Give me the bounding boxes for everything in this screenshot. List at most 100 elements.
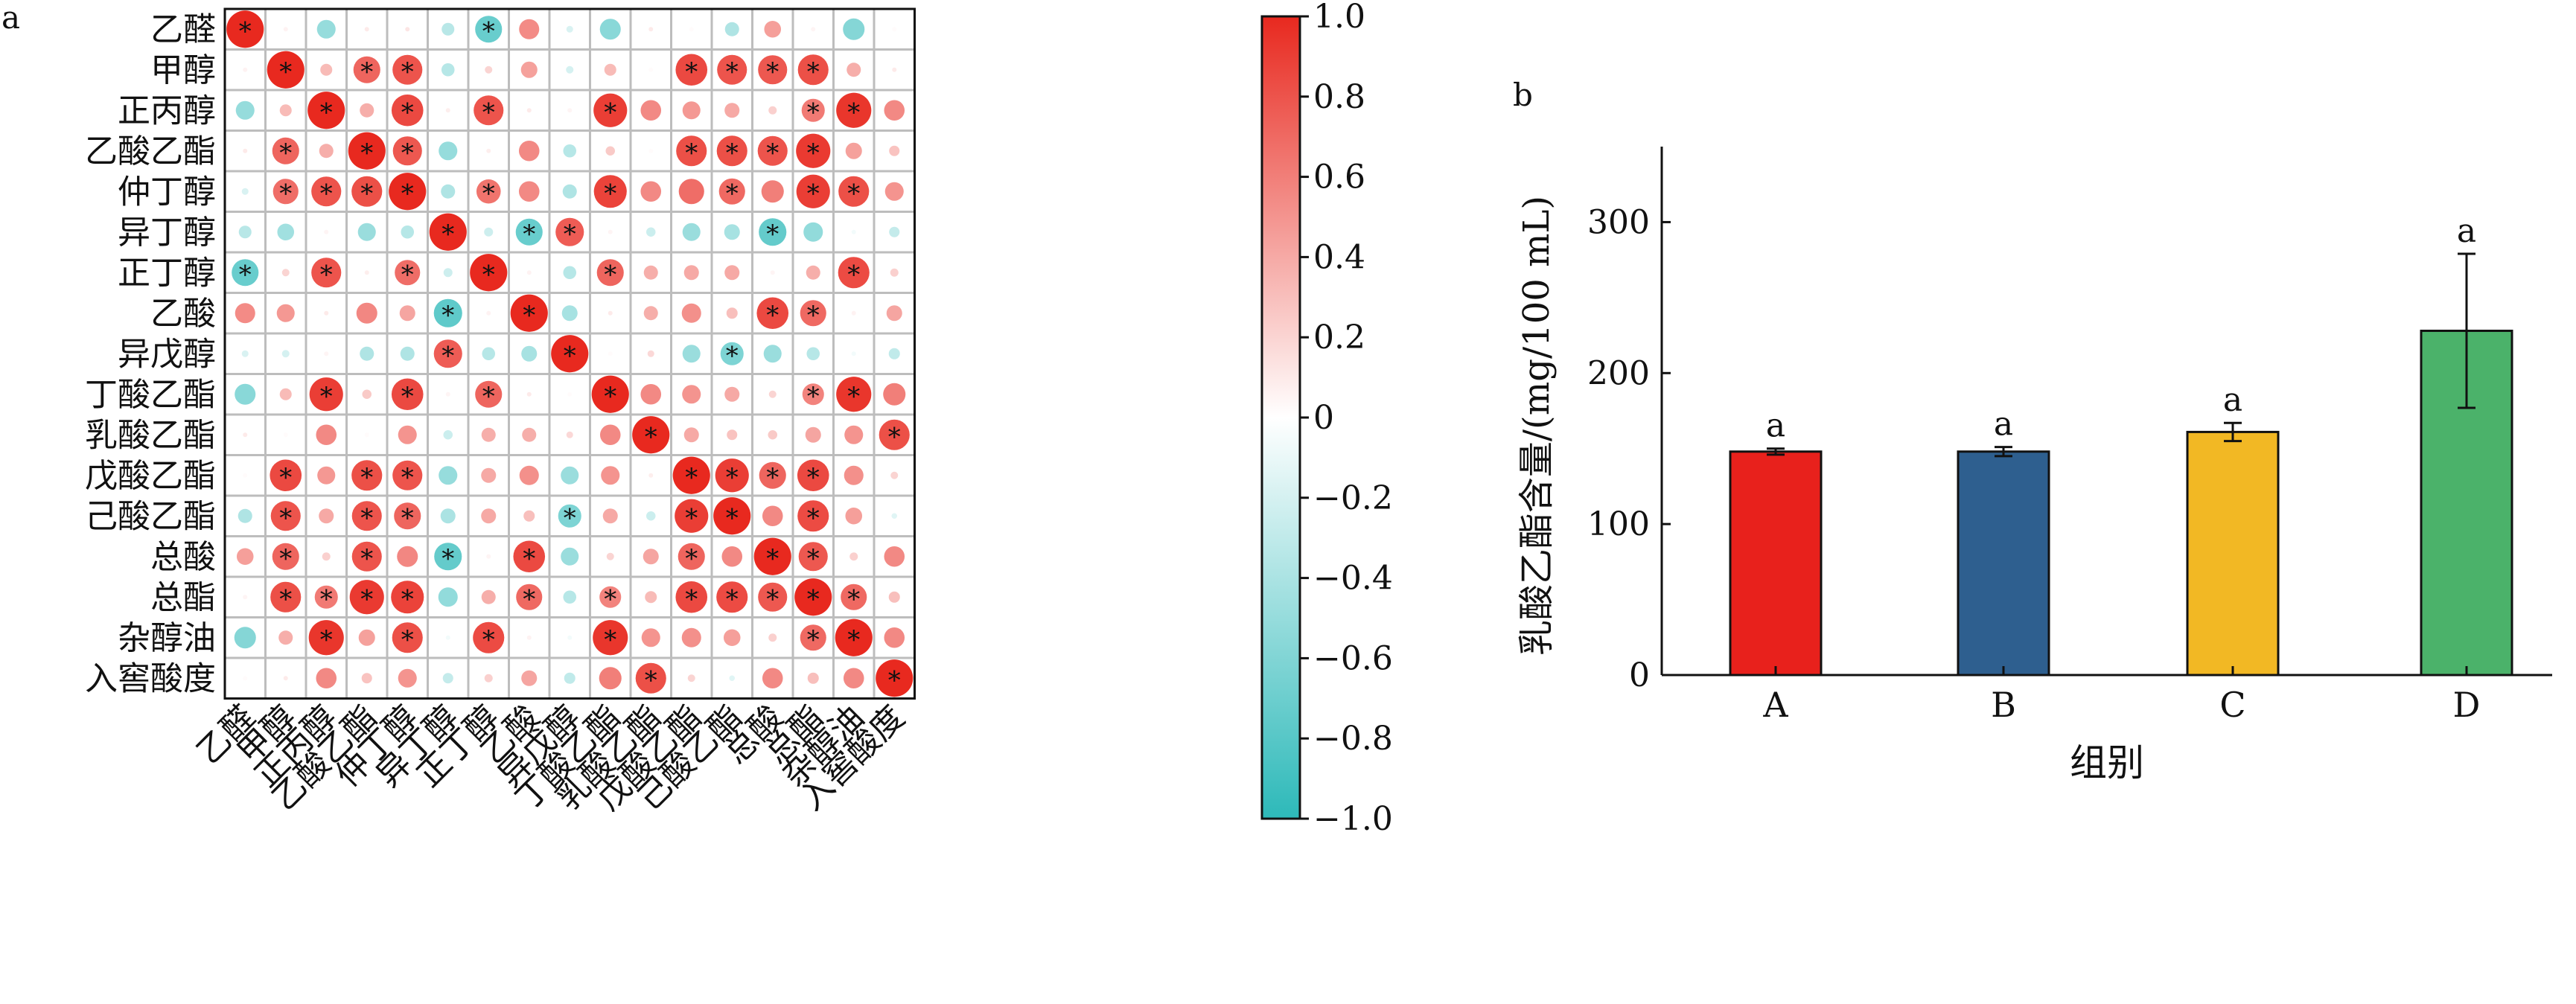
- correlation-circle: [283, 676, 288, 681]
- correlation-circle: [843, 18, 865, 40]
- correlation-circle: [563, 590, 577, 604]
- correlation-circle: [399, 305, 415, 322]
- y-tick-label: 0: [1629, 656, 1650, 694]
- correlation-circle: [475, 16, 503, 43]
- correlation-circle: [803, 222, 823, 242]
- correlation-circle: [485, 65, 493, 74]
- correlation-circle: [593, 93, 628, 127]
- correlation-circle: [716, 581, 748, 613]
- significance-star: *: [401, 584, 414, 614]
- correlation-circle: [351, 460, 383, 491]
- colorbar-tick-label: 0.4: [1313, 238, 1365, 276]
- significance-star: *: [239, 260, 252, 290]
- correlation-circle: [551, 335, 589, 373]
- correlation-circle: [724, 103, 740, 118]
- correlation-circle: [886, 305, 902, 322]
- correlation-circle: [320, 63, 333, 76]
- correlation-circle: [770, 270, 775, 275]
- correlation-circle: [523, 510, 535, 522]
- correlation-circle: [555, 217, 584, 246]
- correlation-circle: [794, 578, 832, 616]
- row-label: 正丙醇: [118, 92, 216, 130]
- correlation-circle: [317, 466, 336, 485]
- correlation-circle: [682, 385, 701, 404]
- significance-star: *: [847, 97, 860, 127]
- significance-star: *: [807, 382, 820, 412]
- correlation-circle: [357, 223, 376, 241]
- significance-star: *: [888, 665, 901, 695]
- correlation-circle: [356, 302, 377, 324]
- heatmap-cell: [345, 373, 389, 416]
- correlation-circle: [324, 229, 329, 234]
- correlation-circle: [841, 583, 867, 610]
- correlation-circle: [599, 424, 621, 446]
- correlation-circle: [360, 103, 374, 118]
- correlation-circle: [883, 383, 906, 406]
- correlation-circle: [510, 294, 548, 332]
- correlation-circle: [391, 94, 424, 127]
- correlation-circle: [272, 137, 299, 164]
- correlation-circle: [798, 542, 828, 572]
- heatmap-frame: [223, 7, 916, 700]
- correlation-circle: [797, 500, 829, 532]
- correlation-circle: [682, 223, 701, 241]
- significance-star: *: [807, 544, 820, 574]
- correlation-circle: [608, 351, 613, 356]
- significance-star: *: [726, 138, 739, 168]
- correlation-circle: [474, 95, 504, 126]
- correlation-circle: [445, 635, 450, 640]
- significance-star: *: [807, 625, 820, 655]
- correlation-circle: [515, 218, 543, 246]
- significance-star: *: [645, 422, 657, 452]
- correlation-circle: [648, 27, 654, 32]
- correlation-circle: [566, 25, 573, 33]
- correlation-circle: [682, 101, 701, 120]
- correlation-circle: [441, 22, 455, 36]
- correlation-circle: [768, 106, 777, 115]
- correlation-circle: [270, 581, 302, 613]
- significance-star: *: [807, 179, 820, 208]
- colorbar: 1.0 0.8 0.6 0.4 0.2 0 −0.2 −0.4 −0.6 −0.8 −1.0: [1260, 0, 1393, 838]
- correlation-circle: [716, 135, 747, 167]
- correlation-circle: [279, 104, 292, 117]
- colorbar-tick-label: 0.2: [1313, 319, 1365, 356]
- significance-star: *: [523, 301, 535, 330]
- significance-star: *: [807, 97, 820, 127]
- correlation-circle: [358, 629, 375, 646]
- significance-star: *: [564, 220, 576, 249]
- correlation-circle: [281, 350, 290, 358]
- correlation-circle: [243, 473, 248, 478]
- significance-star: *: [279, 584, 292, 614]
- correlation-circle: [645, 591, 657, 604]
- correlation-circle: [475, 380, 503, 408]
- correlation-circle: [676, 135, 707, 167]
- significance-star: *: [482, 625, 495, 655]
- significance-star: *: [320, 382, 333, 412]
- correlation-circle: [876, 659, 914, 697]
- correlation-circle: [235, 303, 255, 324]
- correlation-circle: [849, 552, 858, 561]
- correlation-circle: [884, 627, 905, 648]
- correlation-circle: [608, 310, 613, 316]
- correlation-circle: [364, 432, 369, 438]
- row-label: 入窖酸度: [85, 659, 216, 697]
- significance-star: *: [726, 57, 739, 87]
- correlation-circle: [351, 541, 382, 572]
- correlation-circle: [562, 184, 577, 199]
- correlation-circle: [521, 345, 538, 362]
- significance-star: *: [320, 625, 333, 655]
- correlation-circle: [364, 27, 369, 32]
- correlation-circle: [681, 627, 701, 648]
- correlation-circle: [243, 676, 248, 681]
- significance-letter: a: [2457, 212, 2476, 250]
- significance-star: *: [847, 260, 860, 290]
- significance-star: *: [766, 544, 779, 574]
- correlation-circle: [389, 173, 427, 211]
- correlation-circle: [521, 670, 538, 686]
- correlation-circle: [481, 508, 497, 524]
- correlation-circle: [470, 254, 508, 292]
- correlation-circle: [593, 620, 628, 656]
- correlation-circle: [235, 383, 256, 405]
- correlation-circle: [601, 466, 620, 485]
